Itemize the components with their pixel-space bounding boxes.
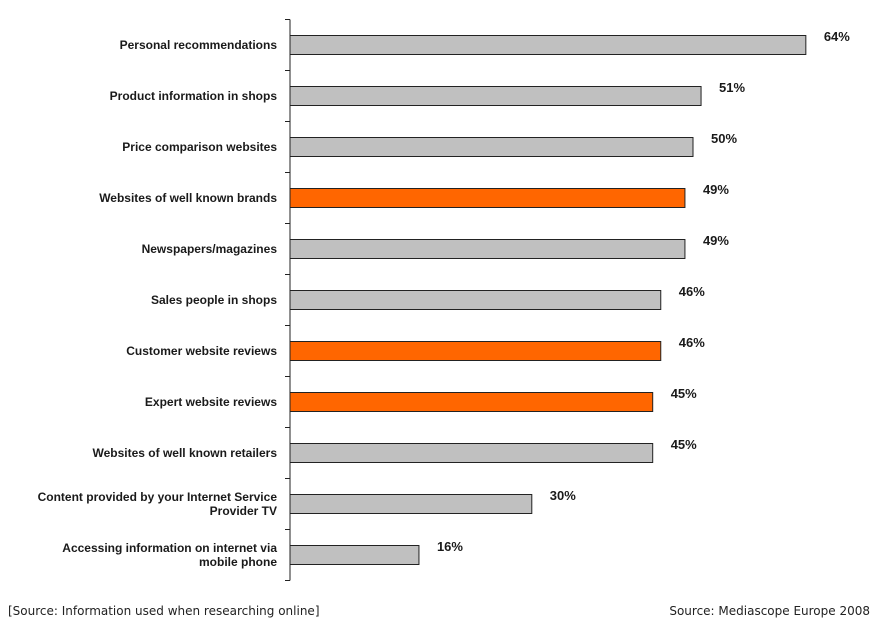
category-label: Accessing information on internet via mob… xyxy=(62,541,277,569)
value-label: 30% xyxy=(550,488,576,503)
value-labels: 64% 51% 50% 49% 49% 46% 46% 45% 45% 30% 16% xyxy=(437,29,850,554)
category-label-line: Price comparison websites xyxy=(122,140,277,154)
category-label: Price comparison websites xyxy=(122,140,277,154)
bar xyxy=(289,188,686,208)
bar xyxy=(289,545,420,565)
category-label-line: Websites of well known retailers xyxy=(93,446,278,460)
category-label-line: Product information in shops xyxy=(110,89,278,103)
footer-source-note: [Source: Information used when researchi… xyxy=(8,604,320,618)
bar xyxy=(289,392,654,412)
category-label: Product information in shops xyxy=(110,89,278,103)
bar xyxy=(289,341,662,361)
category-label-line: Newspapers/magazines xyxy=(142,242,278,256)
category-label: Websites of well known brands xyxy=(99,191,277,205)
bar xyxy=(289,443,654,463)
bar-chart: Personal recommendations Product informat… xyxy=(38,19,850,581)
category-label-line: Personal recommendations xyxy=(120,38,278,52)
value-label: 49% xyxy=(703,233,729,248)
value-label: 46% xyxy=(679,335,705,350)
value-label: 46% xyxy=(679,284,705,299)
category-label-line: Websites of well known brands xyxy=(99,191,277,205)
bar xyxy=(289,290,662,310)
category-labels: Personal recommendations Product informat… xyxy=(38,38,278,569)
category-label-line: Accessing information on internet via xyxy=(62,541,277,555)
category-label: Personal recommendations xyxy=(120,38,278,52)
footer-source-credit: Source: Mediascope Europe 2008 xyxy=(669,604,870,618)
bar xyxy=(289,494,533,514)
value-label: 45% xyxy=(671,386,697,401)
category-label-line: mobile phone xyxy=(199,555,277,569)
category-label: Expert website reviews xyxy=(145,395,277,409)
category-label: Customer website reviews xyxy=(126,344,277,358)
category-label: Newspapers/magazines xyxy=(142,242,278,256)
value-label: 45% xyxy=(671,437,697,452)
value-label: 16% xyxy=(437,539,463,554)
bar xyxy=(289,35,807,55)
value-label: 49% xyxy=(703,182,729,197)
category-label: Sales people in shops xyxy=(151,293,277,307)
bar xyxy=(289,239,686,259)
category-label: Websites of well known retailers xyxy=(93,446,278,460)
category-label-line: Provider TV xyxy=(210,504,277,518)
category-label-line: Content provided by your Internet Servic… xyxy=(38,490,278,504)
bar xyxy=(289,137,694,157)
bars xyxy=(289,35,807,565)
category-label-line: Sales people in shops xyxy=(151,293,277,307)
category-label-line: Expert website reviews xyxy=(145,395,277,409)
category-label: Content provided by your Internet Servic… xyxy=(38,490,278,518)
value-label: 51% xyxy=(719,80,745,95)
value-label: 64% xyxy=(824,29,850,44)
axis xyxy=(285,19,291,581)
bar xyxy=(289,86,702,106)
value-label: 50% xyxy=(711,131,737,146)
category-label-line: Customer website reviews xyxy=(126,344,277,358)
